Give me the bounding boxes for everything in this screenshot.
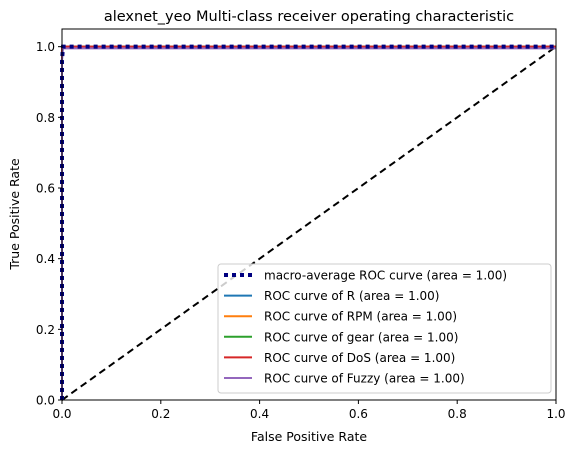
- y-axis-label: True Positive Rate: [7, 158, 22, 271]
- x-tick-label: 0.0: [52, 407, 71, 421]
- y-tick-label: 1.0: [36, 40, 55, 54]
- y-tick-label: 0.2: [36, 323, 55, 337]
- chance-line: [61, 45, 557, 401]
- legend-label-2: ROC curve of RPM (area = 1.00): [264, 310, 457, 324]
- legend: macro-average ROC curve (area = 1.00) ROC…: [217, 263, 552, 394]
- y-tick-label: 0.4: [36, 252, 55, 266]
- legend-label-1: ROC curve of R (area = 1.00): [264, 289, 439, 303]
- legend-label-4: ROC curve of DoS (area = 1.00): [264, 351, 455, 365]
- x-tick-label: 1.0: [546, 407, 565, 421]
- x-tick-label: 0.8: [448, 407, 467, 421]
- axis-ticks: 0.0 0.2 0.4 0.6 0.8 1.0 0.0 0.2 0.4 0.6 0.8 1.0: [36, 40, 566, 421]
- x-tick-label: 0.6: [349, 407, 368, 421]
- chart-title: alexnet_yeo Multi-class receiver operati…: [104, 9, 514, 25]
- x-tick-label: 0.4: [250, 407, 269, 421]
- y-tick-label: 0.0: [36, 394, 55, 408]
- legend-box: [217, 263, 552, 394]
- legend-label-3: ROC curve of gear (area = 1.00): [264, 330, 458, 344]
- y-tick-label: 0.8: [36, 111, 55, 125]
- legend-label-5: ROC curve of Fuzzy (area = 1.00): [264, 372, 465, 386]
- x-tick-label: 0.2: [151, 407, 170, 421]
- axes-frame: [61, 28, 557, 401]
- legend-label-0: macro-average ROC curve (area = 1.00): [264, 269, 507, 283]
- x-axis-label: False Positive Rate: [251, 429, 367, 444]
- y-tick-label: 0.6: [36, 182, 55, 196]
